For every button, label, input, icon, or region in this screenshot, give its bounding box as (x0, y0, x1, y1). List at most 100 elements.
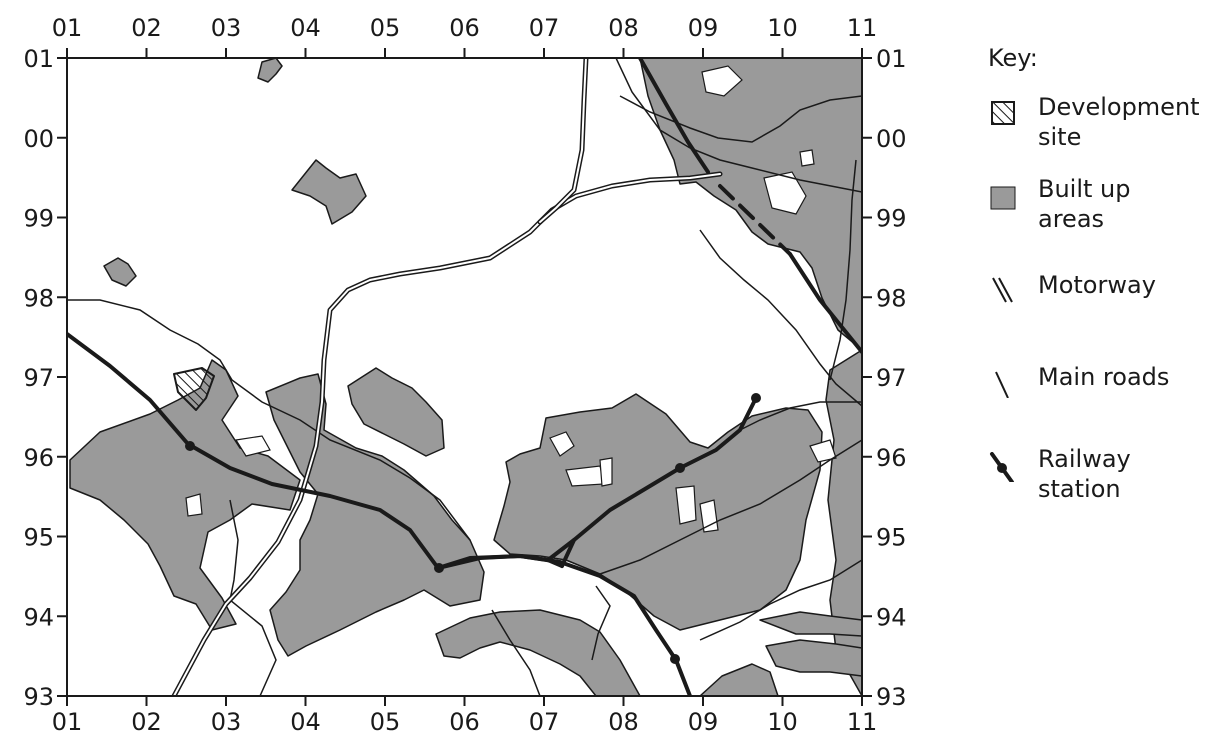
main-road (699, 229, 862, 407)
northing-label-left: 94 (23, 603, 54, 631)
easting-label-bottom: 10 (767, 708, 798, 736)
easting-label-bottom: 07 (529, 708, 560, 736)
railway-station (670, 654, 680, 664)
easting-label-top: 02 (131, 14, 162, 42)
main-road (619, 95, 862, 143)
legend-label: areas (1038, 205, 1105, 233)
northing-label-right: 96 (876, 444, 907, 472)
northing-label-left: 99 (23, 205, 54, 233)
open-space (185, 493, 203, 517)
legend-item-built-up-areas: Built up areas (988, 174, 1208, 234)
railway-station (751, 393, 761, 403)
easting-label-bottom: 08 (608, 708, 639, 736)
legend-label: station (1038, 475, 1121, 503)
easting-label-bottom: 04 (290, 708, 321, 736)
railway-line (638, 58, 710, 174)
main-road (829, 159, 857, 381)
northing-label-right: 97 (876, 364, 907, 392)
built-up-area (103, 257, 137, 287)
easting-label-top: 11 (847, 14, 878, 42)
easting-label-bottom: 03 (211, 708, 242, 736)
grey-square-icon (990, 186, 1016, 210)
built-up-area (291, 159, 367, 225)
easting-label-top: 04 (290, 14, 321, 42)
open-space (701, 65, 743, 97)
legend-label: Railway (1038, 445, 1131, 473)
built-up-area (639, 58, 862, 351)
open-space (675, 485, 697, 525)
open-space (549, 431, 575, 457)
open-space (799, 149, 815, 167)
main-road (67, 299, 471, 541)
railway-station (434, 563, 444, 573)
double-line-icon (992, 277, 1013, 303)
northing-label-left: 93 (23, 683, 54, 711)
main-road (735, 401, 862, 433)
northing-label-left: 96 (23, 444, 54, 472)
northing-label-right: 93 (876, 683, 907, 711)
easting-label-top: 06 (449, 14, 480, 42)
easting-label-bottom: 11 (847, 708, 878, 736)
northing-label-right: 01 (876, 45, 907, 73)
northing-label-right: 94 (876, 603, 907, 631)
main-road (615, 58, 862, 193)
built-up-area (699, 663, 779, 696)
easting-label-top: 01 (52, 14, 83, 42)
easting-label-bottom: 05 (370, 708, 401, 736)
railway-line (436, 554, 564, 570)
northing-label-left: 95 (23, 524, 54, 552)
built-up-area (69, 359, 301, 631)
main-road (591, 585, 611, 661)
built-up-area (435, 609, 641, 696)
legend-item-motorway: Motorway (988, 270, 1208, 330)
easting-label-top: 08 (608, 14, 639, 42)
legend-item-railway-station: Railway station (988, 444, 1208, 504)
easting-label-bottom: 02 (131, 708, 162, 736)
easting-label-bottom: 06 (449, 708, 480, 736)
built-up-area (759, 611, 862, 637)
railway-line (560, 396, 758, 568)
northing-label-left: 97 (23, 364, 54, 392)
easting-label-top: 10 (767, 14, 798, 42)
legend-item-development-site: Development site (988, 92, 1208, 152)
open-space (565, 465, 605, 487)
built-up-area (765, 639, 862, 677)
development-site (173, 367, 215, 411)
open-space (763, 171, 807, 215)
railway-station (185, 441, 195, 451)
legend-label: site (1038, 123, 1082, 151)
northing-label-right: 00 (876, 125, 907, 153)
open-space (809, 439, 837, 463)
main-road (599, 439, 862, 575)
railway-line (546, 538, 576, 562)
easting-label-top: 09 (688, 14, 719, 42)
railway-station-icon (990, 452, 1014, 482)
easting-label-top: 05 (370, 14, 401, 42)
railway-line (788, 252, 862, 354)
legend-item-main-roads: Main roads (988, 362, 1208, 422)
easting-label-top: 07 (529, 14, 560, 42)
northing-label-left: 01 (23, 45, 54, 73)
northing-label-left: 00 (23, 125, 54, 153)
main-road (699, 559, 862, 641)
legend-label: Built up (1038, 175, 1131, 203)
northing-label-right: 95 (876, 524, 907, 552)
built-up-area (265, 373, 485, 657)
key-title: Key: (988, 44, 1038, 72)
built-up-area (347, 367, 445, 457)
northing-label-left: 98 (23, 284, 54, 312)
railway-station (675, 463, 685, 473)
railway-line (67, 332, 692, 696)
built-up-area (493, 393, 823, 631)
legend-label: Development (1038, 93, 1200, 121)
open-space (235, 435, 271, 457)
main-road (491, 609, 541, 696)
legend-label: Motorway (1038, 271, 1156, 299)
northing-label-right: 98 (876, 284, 907, 312)
built-up-area (257, 58, 283, 83)
single-line-icon (995, 371, 1009, 398)
open-space (599, 457, 613, 487)
easting-label-bottom: 01 (52, 708, 83, 736)
railway-line (718, 184, 792, 256)
